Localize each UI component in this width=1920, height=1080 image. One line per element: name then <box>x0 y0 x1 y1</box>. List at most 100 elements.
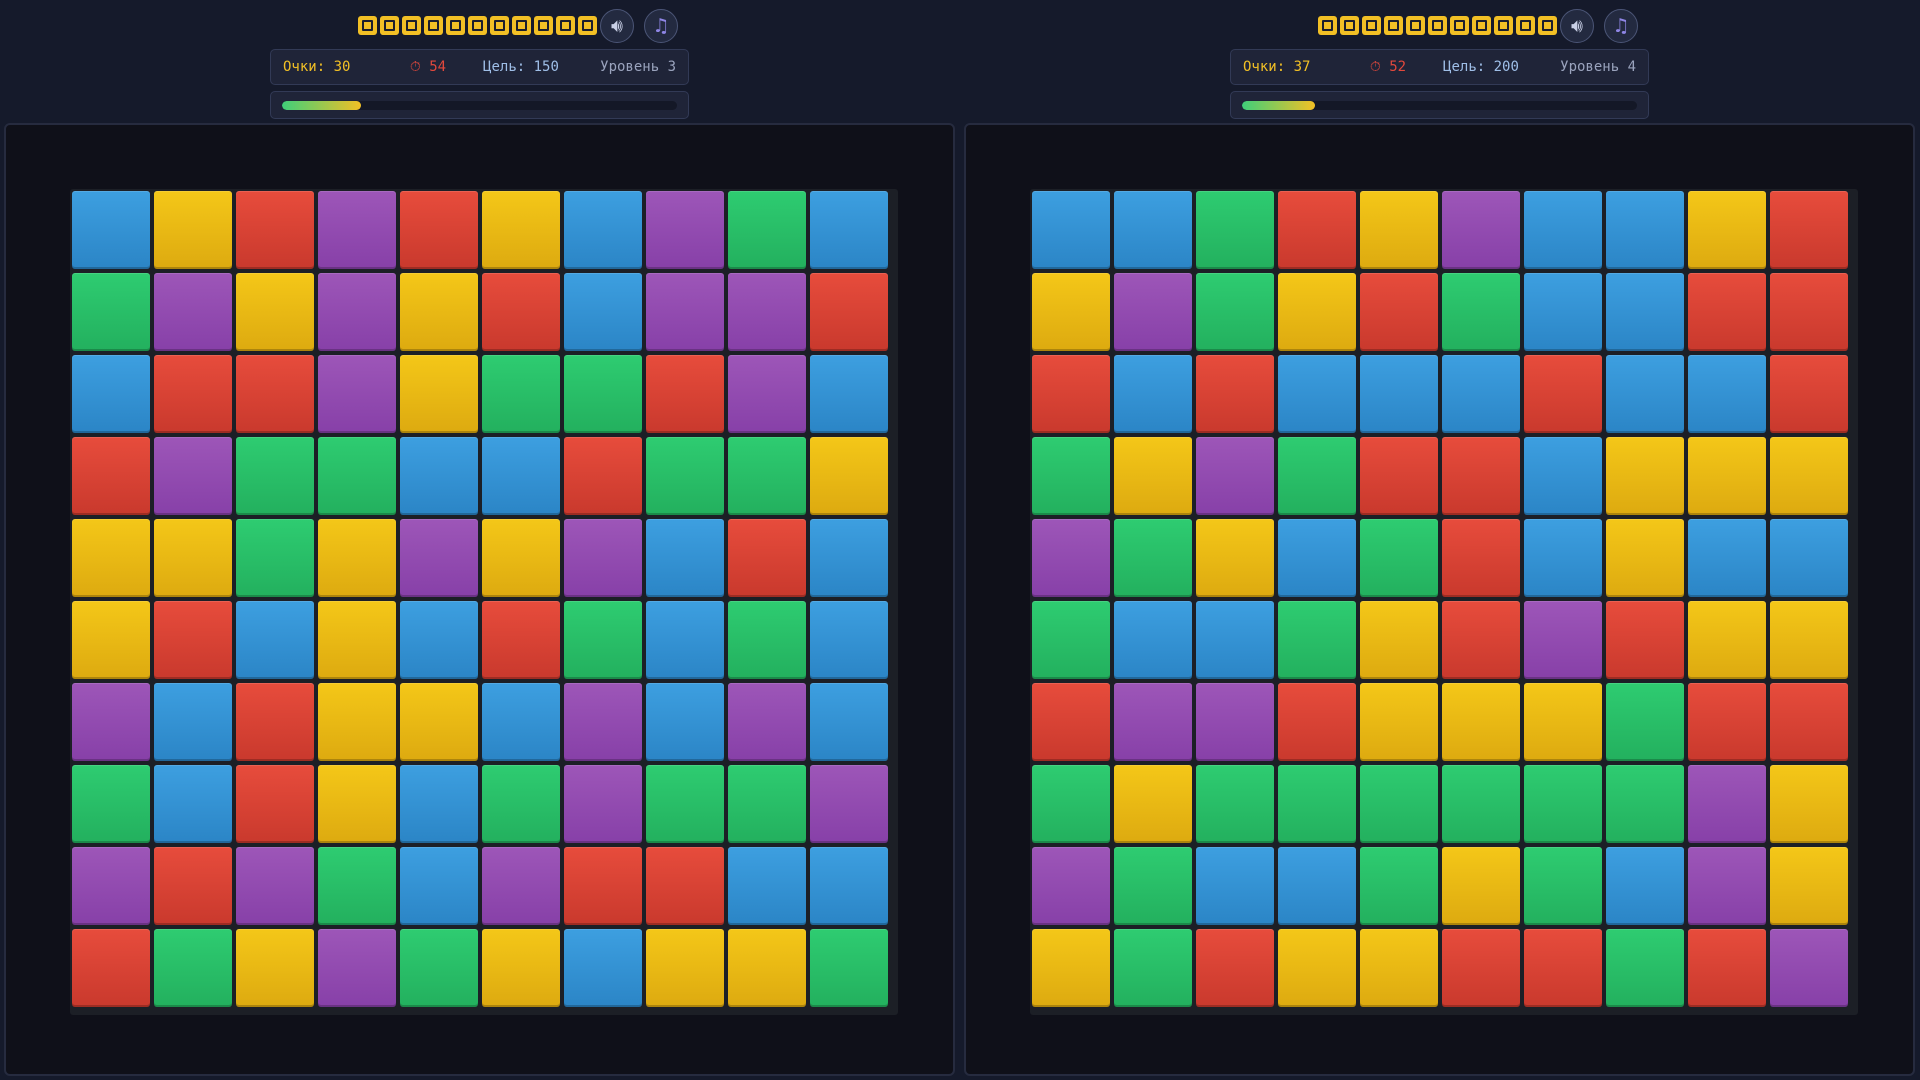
tile-green[interactable] <box>1360 847 1438 925</box>
tile-green[interactable] <box>564 601 642 679</box>
tile-red[interactable] <box>1032 355 1110 433</box>
tile-red[interactable] <box>1688 683 1766 761</box>
tile-green[interactable] <box>1196 765 1274 843</box>
tile-green[interactable] <box>400 929 478 1007</box>
tile-red[interactable] <box>1196 355 1274 433</box>
tile-purple[interactable] <box>1032 847 1110 925</box>
tile-green[interactable] <box>728 191 806 269</box>
tile-red[interactable] <box>1524 355 1602 433</box>
tile-red[interactable] <box>236 765 314 843</box>
tile-green[interactable] <box>318 847 396 925</box>
tile-purple[interactable] <box>564 683 642 761</box>
tile-purple[interactable] <box>318 273 396 351</box>
tile-blue[interactable] <box>72 191 150 269</box>
tile-blue[interactable] <box>400 437 478 515</box>
tile-purple[interactable] <box>646 273 724 351</box>
tile-yellow[interactable] <box>1114 765 1192 843</box>
sound-toggle-button[interactable]: 🔊︎ <box>600 9 634 43</box>
tile-green[interactable] <box>1196 273 1274 351</box>
tile-yellow[interactable] <box>728 929 806 1007</box>
tile-blue[interactable] <box>810 191 888 269</box>
tile-yellow[interactable] <box>1770 437 1848 515</box>
tile-purple[interactable] <box>154 437 232 515</box>
tile-purple[interactable] <box>1196 437 1274 515</box>
tile-purple[interactable] <box>400 519 478 597</box>
tile-blue[interactable] <box>1032 191 1110 269</box>
tile-yellow[interactable] <box>318 601 396 679</box>
tile-green[interactable] <box>1442 273 1520 351</box>
tile-purple[interactable] <box>646 191 724 269</box>
tile-blue[interactable] <box>1442 355 1520 433</box>
tile-red[interactable] <box>1278 191 1356 269</box>
tile-blue[interactable] <box>400 601 478 679</box>
tile-blue[interactable] <box>564 273 642 351</box>
tile-blue[interactable] <box>72 355 150 433</box>
tile-red[interactable] <box>236 191 314 269</box>
tile-yellow[interactable] <box>236 273 314 351</box>
tile-purple[interactable] <box>154 273 232 351</box>
tile-green[interactable] <box>1278 765 1356 843</box>
tile-green[interactable] <box>1278 437 1356 515</box>
tile-green[interactable] <box>482 765 560 843</box>
tile-red[interactable] <box>646 355 724 433</box>
tile-red[interactable] <box>1442 601 1520 679</box>
tile-blue[interactable] <box>1278 847 1356 925</box>
tile-yellow[interactable] <box>1442 847 1520 925</box>
tile-red[interactable] <box>154 847 232 925</box>
music-toggle-button[interactable]: ♫ <box>644 9 678 43</box>
tile-green[interactable] <box>564 355 642 433</box>
tile-green[interactable] <box>728 437 806 515</box>
tile-red[interactable] <box>154 355 232 433</box>
tile-green[interactable] <box>1360 519 1438 597</box>
tile-yellow[interactable] <box>482 519 560 597</box>
tile-red[interactable] <box>1770 683 1848 761</box>
tile-purple[interactable] <box>728 355 806 433</box>
tile-red[interactable] <box>1442 437 1520 515</box>
tile-blue[interactable] <box>1770 519 1848 597</box>
tile-green[interactable] <box>1278 601 1356 679</box>
tile-red[interactable] <box>564 847 642 925</box>
tile-red[interactable] <box>728 519 806 597</box>
tile-yellow[interactable] <box>1770 847 1848 925</box>
tile-purple[interactable] <box>1032 519 1110 597</box>
tile-yellow[interactable] <box>72 601 150 679</box>
tile-green[interactable] <box>1524 765 1602 843</box>
tile-blue[interactable] <box>1114 191 1192 269</box>
tile-blue[interactable] <box>1524 519 1602 597</box>
tile-green[interactable] <box>1196 191 1274 269</box>
tile-purple[interactable] <box>318 355 396 433</box>
tile-red[interactable] <box>1032 683 1110 761</box>
tile-yellow[interactable] <box>1442 683 1520 761</box>
tile-green[interactable] <box>1114 847 1192 925</box>
tile-green[interactable] <box>1114 929 1192 1007</box>
tile-purple[interactable] <box>728 683 806 761</box>
tile-red[interactable] <box>1770 355 1848 433</box>
tile-yellow[interactable] <box>318 683 396 761</box>
tile-green[interactable] <box>810 929 888 1007</box>
tile-green[interactable] <box>1032 765 1110 843</box>
tile-red[interactable] <box>1688 273 1766 351</box>
tile-yellow[interactable] <box>72 519 150 597</box>
tile-purple[interactable] <box>318 191 396 269</box>
tile-yellow[interactable] <box>1114 437 1192 515</box>
tile-purple[interactable] <box>1114 683 1192 761</box>
tile-purple[interactable] <box>72 847 150 925</box>
tile-purple[interactable] <box>318 929 396 1007</box>
tile-red[interactable] <box>236 355 314 433</box>
tile-blue[interactable] <box>646 683 724 761</box>
tile-blue[interactable] <box>1688 355 1766 433</box>
tile-red[interactable] <box>482 273 560 351</box>
tile-green[interactable] <box>728 765 806 843</box>
tile-blue[interactable] <box>564 191 642 269</box>
tile-green[interactable] <box>728 601 806 679</box>
tile-purple[interactable] <box>1442 191 1520 269</box>
tile-blue[interactable] <box>1606 191 1684 269</box>
tile-purple[interactable] <box>1688 765 1766 843</box>
tile-blue[interactable] <box>154 765 232 843</box>
tile-purple[interactable] <box>1688 847 1766 925</box>
tile-yellow[interactable] <box>318 519 396 597</box>
tile-blue[interactable] <box>564 929 642 1007</box>
tile-green[interactable] <box>1032 601 1110 679</box>
tile-yellow[interactable] <box>236 929 314 1007</box>
tile-purple[interactable] <box>1196 683 1274 761</box>
